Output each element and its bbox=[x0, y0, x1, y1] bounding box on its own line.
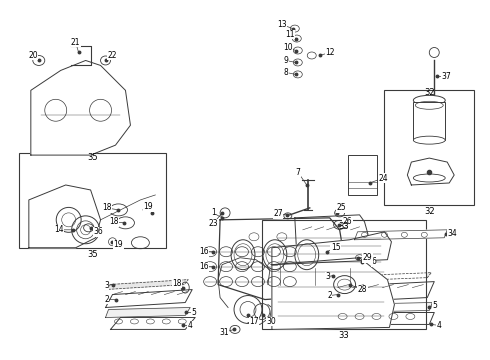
Polygon shape bbox=[272, 258, 394, 329]
Text: 16: 16 bbox=[199, 247, 209, 256]
Text: 3: 3 bbox=[325, 272, 330, 281]
Polygon shape bbox=[335, 312, 434, 324]
Text: 5: 5 bbox=[433, 301, 438, 310]
Text: 18: 18 bbox=[172, 279, 182, 288]
Bar bbox=[19, 153, 166, 248]
Text: 23: 23 bbox=[208, 219, 218, 228]
Text: 19: 19 bbox=[144, 202, 153, 211]
Text: 30: 30 bbox=[266, 317, 276, 326]
Text: 33: 33 bbox=[338, 222, 349, 231]
Text: 3: 3 bbox=[104, 281, 109, 290]
Text: 35: 35 bbox=[87, 153, 98, 162]
Polygon shape bbox=[328, 273, 431, 282]
Ellipse shape bbox=[414, 95, 445, 105]
Text: 2: 2 bbox=[327, 291, 332, 300]
Text: 15: 15 bbox=[331, 243, 341, 252]
Text: 28: 28 bbox=[358, 285, 368, 294]
Text: 35: 35 bbox=[87, 250, 98, 259]
Text: 32: 32 bbox=[424, 88, 435, 97]
Polygon shape bbox=[29, 185, 100, 248]
Ellipse shape bbox=[414, 174, 445, 182]
Polygon shape bbox=[272, 232, 392, 265]
Text: 13: 13 bbox=[277, 20, 287, 29]
Polygon shape bbox=[105, 289, 192, 307]
Polygon shape bbox=[105, 307, 190, 318]
Text: 4: 4 bbox=[437, 321, 441, 330]
Bar bbox=[385, 90, 474, 205]
Text: 7: 7 bbox=[295, 167, 300, 176]
Text: 1: 1 bbox=[211, 208, 216, 217]
Text: 4: 4 bbox=[188, 321, 193, 330]
Text: 21: 21 bbox=[71, 38, 80, 47]
Text: 19: 19 bbox=[114, 240, 123, 249]
Text: 22: 22 bbox=[108, 51, 117, 60]
Text: 18: 18 bbox=[102, 203, 111, 212]
Polygon shape bbox=[104, 280, 188, 289]
Text: 37: 37 bbox=[441, 72, 451, 81]
Polygon shape bbox=[111, 318, 195, 329]
Polygon shape bbox=[218, 218, 344, 300]
Text: 5: 5 bbox=[192, 308, 196, 317]
Polygon shape bbox=[407, 158, 454, 185]
Text: 10: 10 bbox=[283, 43, 293, 52]
Polygon shape bbox=[333, 302, 432, 312]
Text: 14: 14 bbox=[54, 225, 64, 234]
Text: 17: 17 bbox=[249, 317, 259, 326]
Text: 9: 9 bbox=[283, 56, 288, 65]
Text: 29: 29 bbox=[363, 253, 372, 262]
Text: 31: 31 bbox=[219, 328, 229, 337]
Bar bbox=[262, 220, 426, 329]
Text: 25: 25 bbox=[337, 203, 346, 212]
Bar bbox=[414, 102, 445, 140]
Text: 34: 34 bbox=[447, 229, 457, 238]
Polygon shape bbox=[330, 282, 434, 302]
Bar bbox=[347, 155, 377, 195]
Text: 24: 24 bbox=[379, 174, 388, 183]
Polygon shape bbox=[355, 230, 447, 240]
Text: 32: 32 bbox=[424, 207, 435, 216]
Polygon shape bbox=[31, 60, 130, 155]
Text: 8: 8 bbox=[284, 68, 288, 77]
Text: 33: 33 bbox=[338, 332, 349, 341]
Ellipse shape bbox=[414, 136, 445, 144]
Text: 12: 12 bbox=[325, 48, 334, 57]
Text: 27: 27 bbox=[273, 210, 283, 219]
Text: 11: 11 bbox=[285, 30, 294, 39]
Text: 6: 6 bbox=[371, 257, 376, 266]
Polygon shape bbox=[295, 215, 369, 275]
Text: 18: 18 bbox=[109, 217, 118, 226]
Text: 16: 16 bbox=[199, 262, 209, 271]
Text: 26: 26 bbox=[343, 217, 352, 226]
Text: 36: 36 bbox=[94, 227, 103, 236]
Text: 2: 2 bbox=[104, 295, 109, 304]
Text: 20: 20 bbox=[28, 51, 38, 60]
